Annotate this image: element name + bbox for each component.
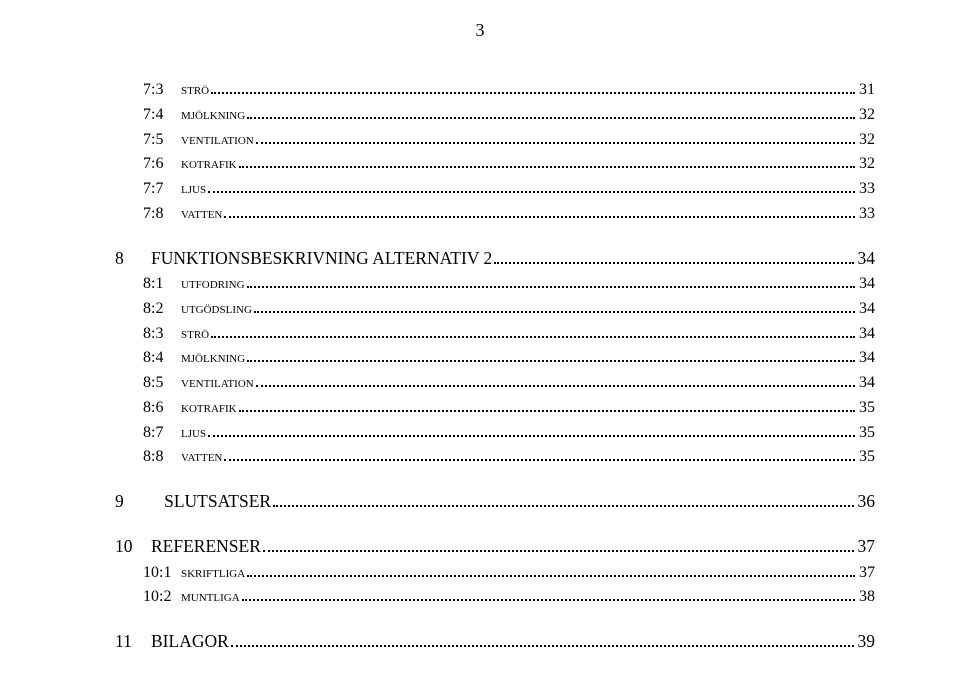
dot-leader bbox=[247, 117, 855, 119]
toc-entry: 8:1 utfodring 34 bbox=[115, 272, 875, 297]
dot-leader bbox=[247, 286, 855, 288]
toc-entry-label: 8:5 ventilation bbox=[143, 371, 254, 396]
toc-entry-label: 11BILAGOR bbox=[115, 628, 229, 655]
toc-entry-label: 9 SLUTSATSER bbox=[115, 488, 271, 515]
toc-entry-label: 7:4 mjölkning bbox=[143, 103, 245, 128]
toc-entry-label: 10:1 skriftliga bbox=[143, 561, 245, 586]
dot-leader bbox=[247, 575, 855, 577]
dot-leader bbox=[208, 191, 855, 193]
toc-entry-page: 33 bbox=[857, 202, 875, 227]
toc-entry: 11BILAGOR 39 bbox=[115, 628, 875, 655]
toc-entry: 7:7 ljus 33 bbox=[115, 177, 875, 202]
toc-entry: 7:5 ventilation 32 bbox=[115, 128, 875, 153]
toc-entry: 8FUNKTIONSBESKRIVNING ALTERNATIV 2 34 bbox=[115, 245, 875, 272]
document-page: 3 7:3 strö 31 7:4 mjölkning 32 7:5 venti… bbox=[0, 0, 960, 680]
dot-leader bbox=[239, 410, 855, 412]
toc-entry: 8:4 mjölkning 34 bbox=[115, 346, 875, 371]
toc-entry: 7:6 kotrafik 32 bbox=[115, 152, 875, 177]
toc-entry-label: 8:3 strö bbox=[143, 322, 209, 347]
toc-entry: 7:3 strö 31 bbox=[115, 78, 875, 103]
toc-entry-label: 8:7 ljus bbox=[143, 421, 206, 446]
toc-entry: 8:5 ventilation 34 bbox=[115, 371, 875, 396]
toc-entry-label: 10:2 muntliga bbox=[143, 585, 240, 610]
toc-entry: 7:8 vatten 33 bbox=[115, 202, 875, 227]
toc-entry: 8:8 vatten 35 bbox=[115, 445, 875, 470]
dot-leader bbox=[211, 336, 855, 338]
dot-leader bbox=[211, 92, 855, 94]
dot-leader bbox=[247, 360, 855, 362]
toc-entry-label: 8:2 utgödsling bbox=[143, 297, 252, 322]
toc-entry-label: 7:5 ventilation bbox=[143, 128, 254, 153]
toc-entry-page: 38 bbox=[857, 585, 875, 610]
toc-entry-label: 8:6 kotrafik bbox=[143, 396, 237, 421]
toc-entry-page: 34 bbox=[857, 272, 875, 297]
toc-entry: 10:2 muntliga 38 bbox=[115, 585, 875, 610]
toc-entry: 8:2 utgödsling 34 bbox=[115, 297, 875, 322]
toc-entry-page: 37 bbox=[856, 533, 876, 560]
table-of-contents: 7:3 strö 31 7:4 mjölkning 32 7:5 ventila… bbox=[115, 78, 875, 655]
dot-leader bbox=[242, 599, 855, 601]
toc-entry-page: 34 bbox=[856, 245, 876, 272]
toc-entry-page: 35 bbox=[857, 445, 875, 470]
dot-leader bbox=[273, 505, 853, 507]
toc-entry-label: 8:8 vatten bbox=[143, 445, 222, 470]
toc-entry-label: 7:3 strö bbox=[143, 78, 209, 103]
toc-entry: 10:1 skriftliga 37 bbox=[115, 561, 875, 586]
toc-entry-page: 35 bbox=[857, 396, 875, 421]
toc-entry-label: 7:8 vatten bbox=[143, 202, 222, 227]
toc-entry: 8:7 ljus 35 bbox=[115, 421, 875, 446]
dot-leader bbox=[239, 166, 855, 168]
dot-leader bbox=[256, 142, 855, 144]
dot-leader bbox=[254, 311, 855, 313]
toc-entry: 10REFERENSER 37 bbox=[115, 533, 875, 560]
toc-entry-page: 34 bbox=[857, 297, 875, 322]
page-number: 3 bbox=[0, 20, 960, 41]
toc-entry-page: 34 bbox=[857, 322, 875, 347]
dot-leader bbox=[231, 645, 854, 647]
dot-leader bbox=[494, 262, 853, 264]
toc-entry-page: 36 bbox=[856, 488, 876, 515]
dot-leader bbox=[256, 385, 855, 387]
dot-leader bbox=[208, 435, 855, 437]
toc-entry: 7:4 mjölkning 32 bbox=[115, 103, 875, 128]
toc-entry-page: 32 bbox=[857, 152, 875, 177]
toc-entry-page: 39 bbox=[856, 628, 876, 655]
toc-entry-label: 7:7 ljus bbox=[143, 177, 206, 202]
toc-entry-label: 8:4 mjölkning bbox=[143, 346, 245, 371]
toc-entry-label: 8FUNKTIONSBESKRIVNING ALTERNATIV 2 bbox=[115, 245, 492, 272]
toc-entry-page: 34 bbox=[857, 371, 875, 396]
toc-entry-label: 7:6 kotrafik bbox=[143, 152, 237, 177]
toc-entry: 8:3 strö 34 bbox=[115, 322, 875, 347]
toc-entry-page: 32 bbox=[857, 103, 875, 128]
toc-entry-page: 34 bbox=[857, 346, 875, 371]
dot-leader bbox=[263, 550, 854, 552]
toc-entry-page: 37 bbox=[857, 561, 875, 586]
toc-entry-page: 31 bbox=[857, 78, 875, 103]
dot-leader bbox=[224, 216, 855, 218]
toc-entry: 8:6 kotrafik 35 bbox=[115, 396, 875, 421]
toc-entry: 9 SLUTSATSER 36 bbox=[115, 488, 875, 515]
toc-entry-label: 8:1 utfodring bbox=[143, 272, 245, 297]
toc-entry-page: 35 bbox=[857, 421, 875, 446]
dot-leader bbox=[224, 459, 855, 461]
toc-entry-label: 10REFERENSER bbox=[115, 533, 261, 560]
toc-entry-page: 33 bbox=[857, 177, 875, 202]
toc-entry-page: 32 bbox=[857, 128, 875, 153]
